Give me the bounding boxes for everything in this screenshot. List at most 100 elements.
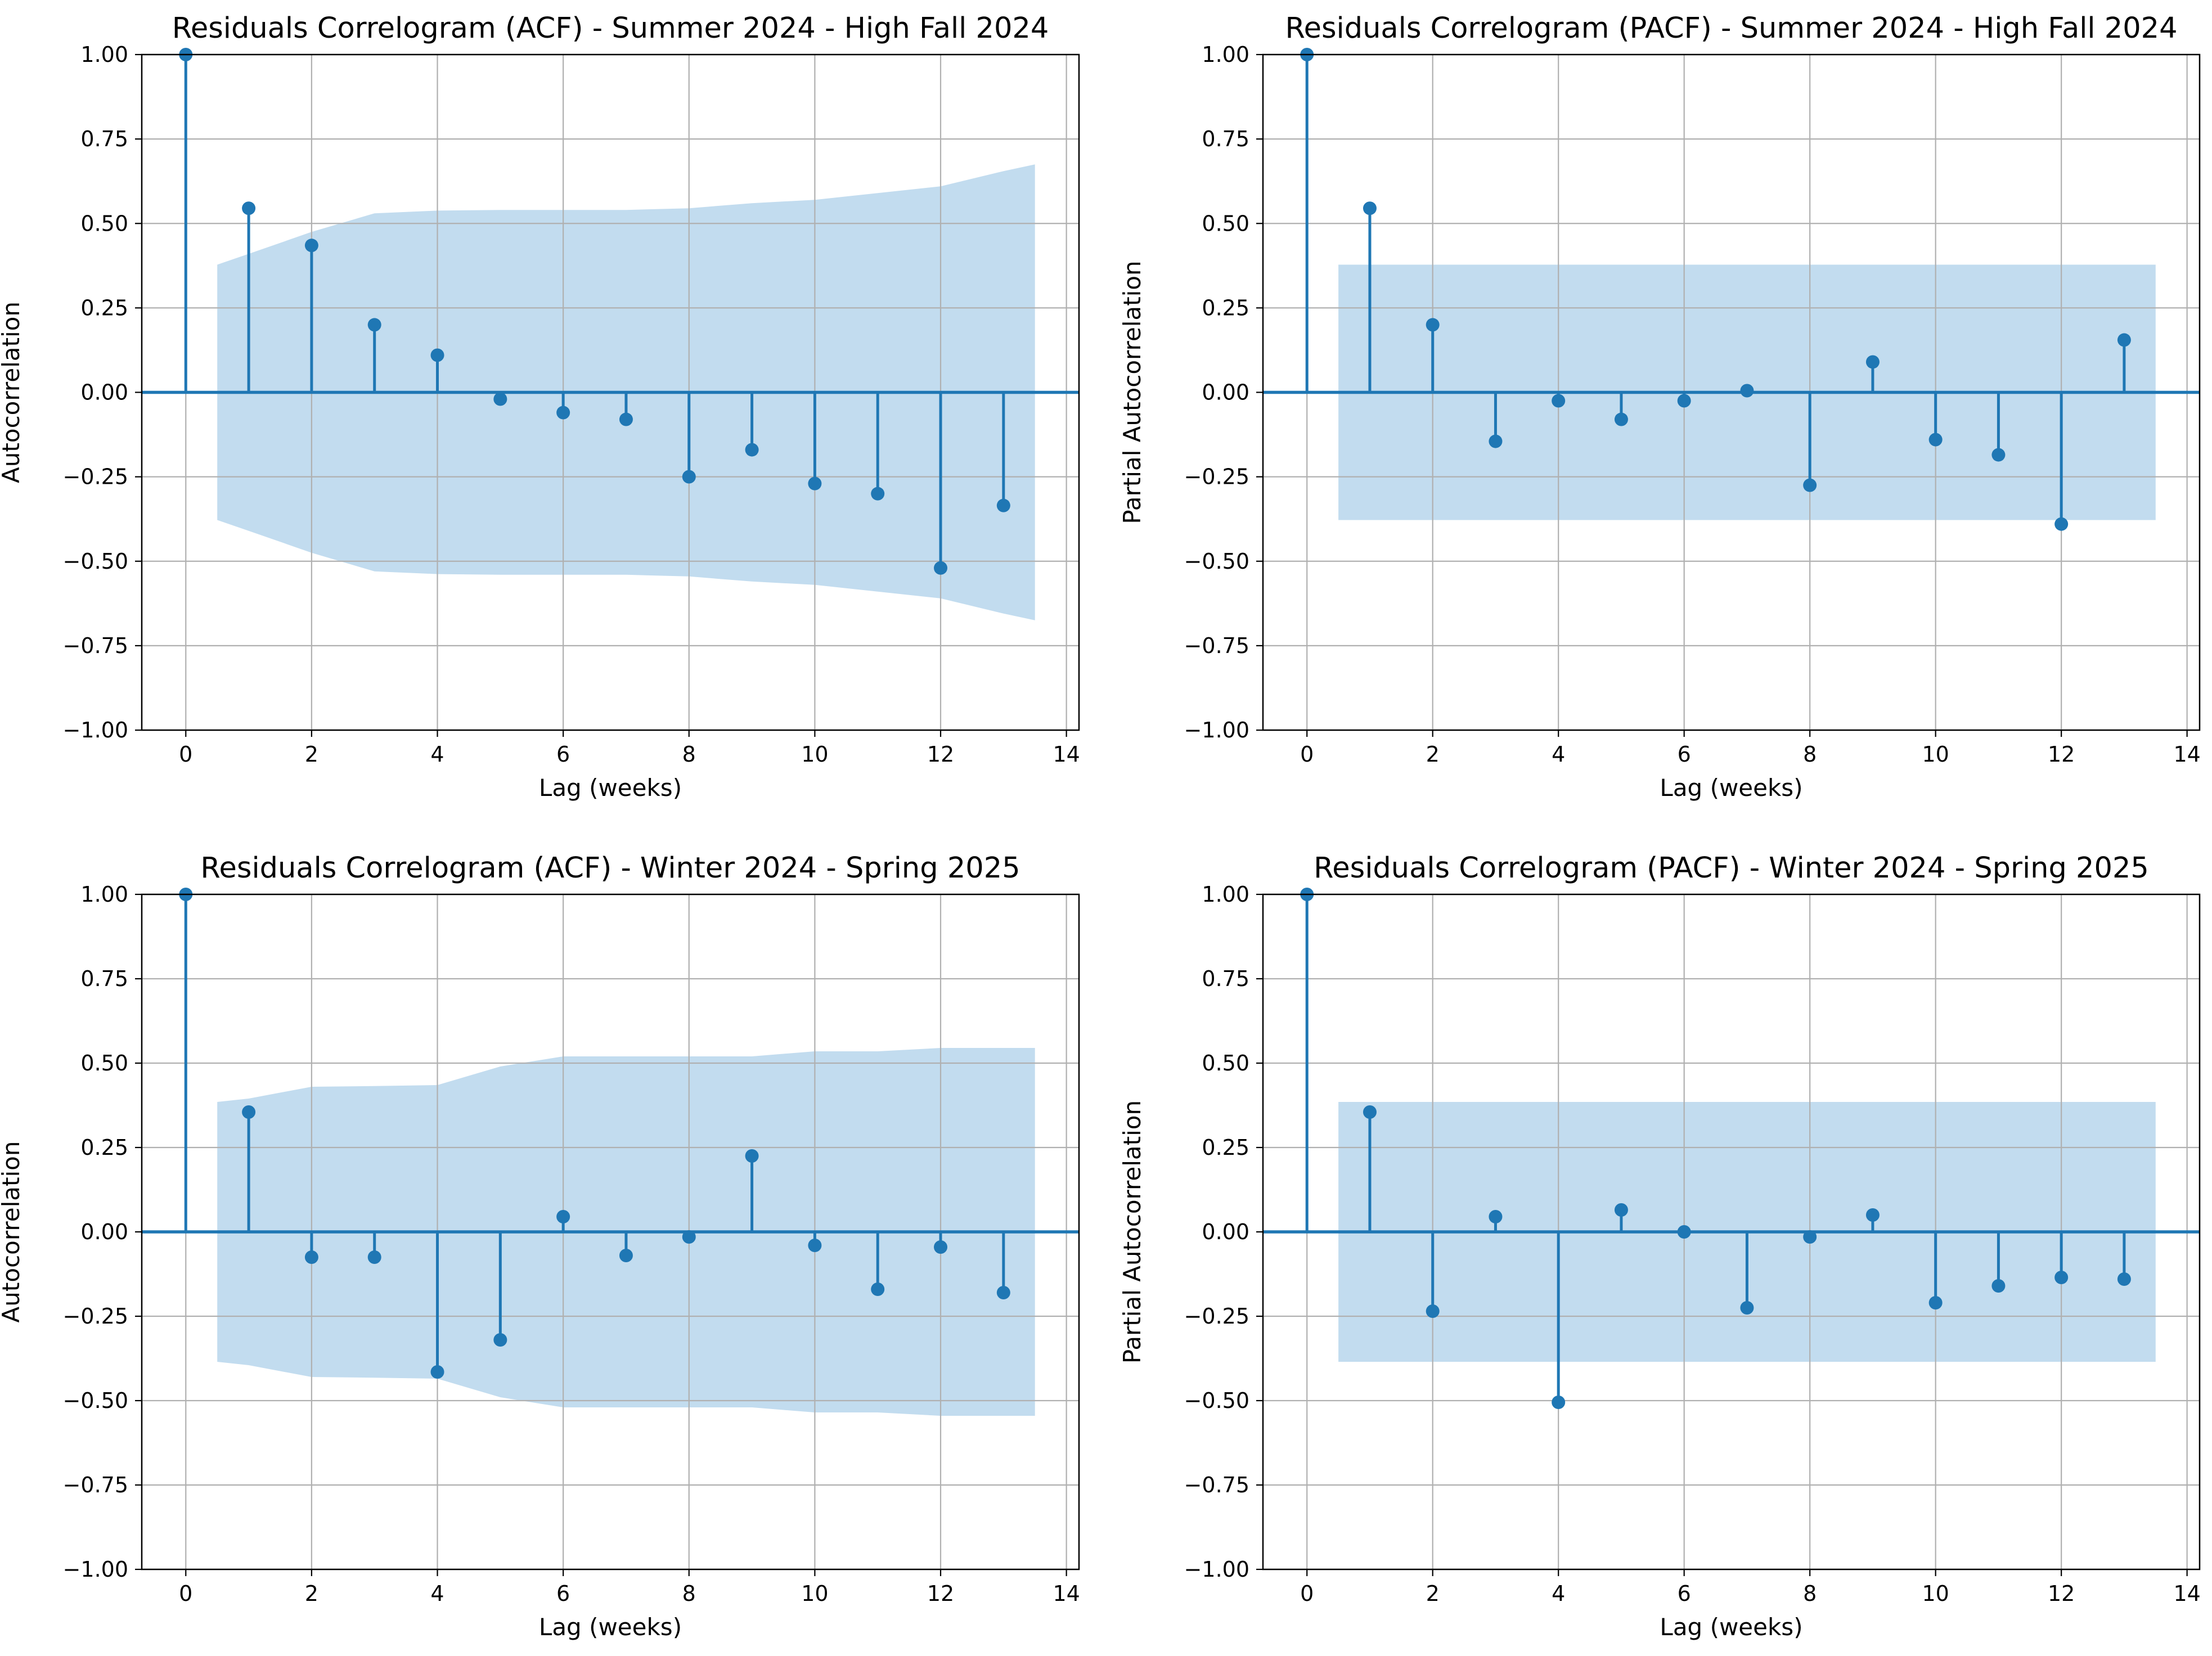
y-tick-label: 0.00 (80, 1220, 128, 1244)
x-tick-label: 6 (1678, 1581, 1691, 1606)
y-tick-label: 0.50 (80, 1051, 128, 1076)
point-lag-2 (1426, 318, 1440, 332)
y-tick-label: 0.75 (80, 966, 128, 991)
x-tick-label: 12 (927, 1581, 954, 1606)
y-tick-label: 1.00 (1202, 882, 1249, 907)
point-lag-1 (1363, 201, 1377, 215)
point-lag-3 (1489, 1210, 1503, 1223)
chart-panel-3: 0 2 4 6 8 10 12 14 1.00 0.75 0.50 0.25 0.00 −0.25 −0.5… (0, 852, 1080, 1641)
x-tick-label: 2 (305, 1581, 318, 1606)
point-lag-6 (556, 406, 570, 420)
point-lag-7 (619, 1249, 633, 1262)
x-tick-label: 0 (179, 742, 192, 767)
y-tick-label: 0.00 (1202, 380, 1249, 405)
x-tick-label: 12 (2048, 1581, 2075, 1606)
x-tick-label: 0 (1300, 742, 1314, 767)
point-lag-2 (304, 238, 318, 253)
y-tick-label: −0.25 (63, 1304, 128, 1329)
point-lag-6 (556, 1210, 570, 1223)
point-lag-11 (871, 487, 885, 501)
point-lag-5 (493, 1333, 507, 1347)
x-tick-label: 4 (430, 1581, 444, 1606)
point-lag-5 (1614, 1203, 1628, 1217)
y-tick-label: 0.25 (80, 1135, 128, 1160)
point-lag-9 (745, 1149, 759, 1163)
point-lag-1 (242, 201, 256, 215)
y-tick-label: −1.00 (63, 718, 128, 742)
chart-title: Residuals Correlogram (PACF) - Summer 20… (1285, 12, 2177, 45)
chart-panel-4: 0 2 4 6 8 10 12 14 1.00 0.75 0.50 0.25 0.00 −0.25 −0.5… (1118, 852, 2201, 1641)
point-lag-9 (1865, 1208, 1880, 1222)
x-tick-label: 6 (556, 1581, 570, 1606)
y-tick-label: −0.75 (63, 1473, 128, 1497)
y-tick-label: 1.00 (80, 882, 128, 907)
y-tick-label: −0.25 (1184, 465, 1249, 489)
x-tick-label: 14 (1053, 742, 1080, 767)
point-lag-13 (2117, 1272, 2131, 1286)
point-lag-8 (1803, 478, 1817, 492)
y-axis-label: Partial Autocorrelation (1118, 1100, 1146, 1364)
point-lag-2 (304, 1250, 318, 1264)
y-tick-label: −0.50 (63, 549, 128, 574)
y-axis-label: Partial Autocorrelation (1118, 260, 1146, 524)
y-tick-label: 0.75 (1202, 966, 1249, 991)
point-lag-6 (1677, 394, 1691, 408)
x-tick-label: 10 (801, 742, 828, 767)
x-tick-label: 4 (1552, 742, 1565, 767)
point-lag-11 (1991, 448, 2006, 462)
y-tick-label: 0.50 (1202, 1051, 1249, 1076)
y-tick-label: −0.25 (1184, 1304, 1249, 1329)
y-tick-label: −1.00 (1184, 1557, 1249, 1582)
y-tick-label: 0.25 (80, 295, 128, 320)
point-lag-9 (1865, 355, 1880, 369)
x-tick-label: 8 (682, 1581, 696, 1606)
point-lag-10 (1928, 433, 1943, 447)
point-lag-10 (808, 1239, 822, 1252)
point-lag-1 (1363, 1105, 1377, 1119)
y-tick-label: 0.50 (1202, 211, 1249, 236)
x-tick-label: 4 (1552, 1581, 1565, 1606)
x-tick-label: 12 (927, 742, 954, 767)
x-tick-label: 2 (1426, 742, 1440, 767)
point-lag-9 (745, 443, 759, 457)
x-axis-label: Lag (weeks) (539, 774, 682, 802)
x-tick-label: 8 (1803, 1581, 1817, 1606)
y-axis-label: Autocorrelation (0, 302, 25, 483)
y-tick-label: 0.75 (80, 127, 128, 151)
point-lag-8 (682, 1230, 696, 1244)
y-axis-label: Autocorrelation (0, 1141, 25, 1323)
y-tick-label: 0.25 (1202, 295, 1249, 320)
x-axis-label: Lag (weeks) (1660, 1613, 1802, 1641)
point-lag-11 (871, 1282, 885, 1296)
y-tick-label: −0.25 (63, 465, 128, 489)
y-tick-label: 1.00 (80, 42, 128, 67)
point-lag-3 (367, 1250, 381, 1264)
x-tick-label: 10 (1922, 1581, 1949, 1606)
y-tick-label: −0.50 (63, 1388, 128, 1413)
point-lag-8 (682, 470, 696, 484)
y-tick-label: 0.75 (1202, 127, 1249, 151)
y-tick-label: 0.00 (1202, 1220, 1249, 1244)
point-lag-12 (934, 561, 948, 575)
x-tick-label: 4 (430, 742, 444, 767)
chart-title: Residuals Correlogram (PACF) - Winter 20… (1314, 852, 2149, 885)
point-lag-7 (1740, 384, 1754, 398)
point-lag-7 (619, 412, 633, 426)
x-tick-label: 14 (2173, 1581, 2200, 1606)
x-tick-label: 10 (1922, 742, 1949, 767)
point-lag-2 (1426, 1304, 1440, 1318)
x-tick-label: 10 (801, 1581, 828, 1606)
y-tick-label: −0.75 (1184, 1473, 1249, 1497)
point-lag-13 (2117, 333, 2131, 347)
y-tick-label: −0.75 (1184, 633, 1249, 658)
point-lag-5 (493, 392, 507, 406)
point-lag-10 (1928, 1296, 1943, 1310)
x-axis-label: Lag (weeks) (1660, 774, 1802, 802)
point-lag-10 (808, 476, 822, 490)
chart-title: Residuals Correlogram (ACF) - Winter 202… (200, 852, 1020, 885)
point-lag-4 (430, 1365, 444, 1379)
x-tick-label: 0 (1300, 1581, 1314, 1606)
chart-panel-1: 0 2 4 6 8 10 12 14 1.00 0.75 0.50 0.25 0.00 −0.25 −0.5… (0, 12, 1080, 802)
point-lag-5 (1614, 412, 1628, 426)
